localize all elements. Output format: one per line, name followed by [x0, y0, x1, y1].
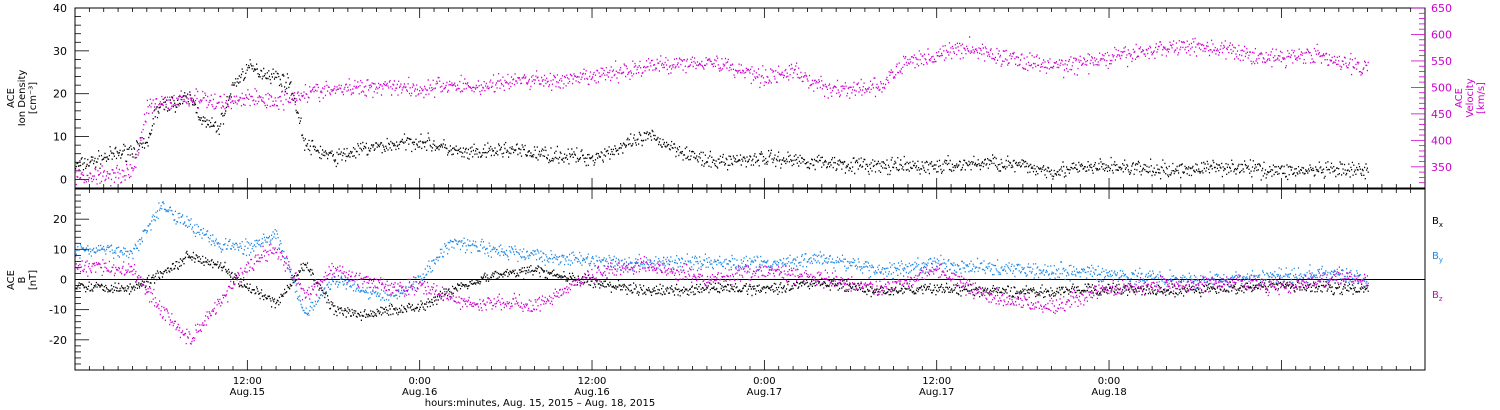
x-axis-title: hours:minutes, Aug. 15, 2015 – Aug. 18, … [425, 398, 656, 409]
density-tick-label: 10 [53, 131, 67, 144]
velocity-axis-label-line: Velocity [1465, 78, 1476, 117]
velocity-tick-label: 650 [1431, 2, 1452, 15]
density-tick-label: 0 [60, 173, 67, 186]
velocity-series [75, 36, 1369, 187]
legend-label-z: Bz [1432, 290, 1443, 303]
field-axis-label-line: ACE [6, 270, 17, 290]
velocity-tick-label: 600 [1431, 28, 1452, 41]
top-right-ticks: 350 400 450 500 550 600 650 [1411, 2, 1452, 184]
density-tick-label: 20 [53, 88, 67, 101]
legend-label-x: Bx [1432, 216, 1443, 229]
density-tick-label: 40 [53, 2, 67, 15]
density-axis-label-line: Ion Density [17, 70, 28, 127]
x-tick-date-label: Aug.17 [747, 387, 782, 398]
x-tick-date-label: Aug.16 [574, 387, 609, 398]
velocity-axis-label-line: [km/s] [1476, 82, 1487, 114]
x-tick-time-label: 12:00 [233, 376, 262, 387]
x-tick-date-label: Aug.17 [919, 387, 954, 398]
velocity-tick-label: 400 [1431, 134, 1452, 147]
x-tick-time-label: 12:00 [922, 376, 951, 387]
density-series [75, 59, 1369, 181]
velocity-axis-label-line: ACE [1454, 88, 1465, 108]
x-tick-date-label: Aug.18 [1091, 387, 1126, 398]
field-series-x [75, 250, 1369, 321]
x-tick-time-label: 0:00 [408, 376, 430, 387]
field-tick-label: 20 [53, 213, 67, 226]
x-axis: 12:00Aug.150:00Aug.1612:00Aug.160:00Aug.… [74, 8, 1426, 409]
density-tick-label: 30 [53, 45, 67, 58]
velocity-tick-label: 450 [1431, 108, 1452, 121]
legend-label-y: By [1432, 251, 1443, 264]
x-tick-time-label: 0:00 [1098, 376, 1120, 387]
field-axis-label-line: B [17, 276, 28, 283]
velocity-tick-label: 350 [1431, 161, 1452, 174]
field-axis-label: ACE B [nT] [6, 270, 39, 290]
density-axis-label-line: ACE [6, 88, 17, 108]
field-tick-label: 0 [60, 274, 67, 287]
field-tick-label: -10 [49, 304, 67, 317]
x-tick-time-label: 12:00 [578, 376, 607, 387]
field-axis-label-line: [nT] [28, 270, 39, 290]
velocity-tick-label: 550 [1431, 55, 1452, 68]
x-tick-time-label: 0:00 [753, 376, 775, 387]
y-axis-labels: ACE Ion Density [cm⁻³] ACE Velocity [km/s]ACE… [6, 70, 1487, 291]
bottom-panel: -20 -10 0 10 20 Bx By Bz [49, 188, 1443, 371]
density-axis-label-line: [cm⁻³] [28, 82, 39, 114]
top-panel: 0 10 20 30 40 350 400 450 500 550 600 650 [53, 2, 1452, 189]
density-axis-label: ACE Ion Density [cm⁻³] [6, 70, 39, 127]
field-series-z [75, 243, 1369, 345]
field-legend: Bx By Bz [1432, 216, 1443, 303]
field-tick-label: 10 [53, 243, 67, 256]
field-tick-label: -20 [49, 334, 67, 347]
x-tick-date-label: Aug.15 [230, 387, 265, 398]
x-tick-date-label: Aug.16 [402, 387, 437, 398]
velocity-tick-label: 500 [1431, 81, 1452, 94]
velocity-axis-label: ACE Velocity [km/s] [1454, 78, 1487, 117]
field-series-y [75, 201, 1369, 316]
top-left-ticks: 0 10 20 30 40 [53, 2, 89, 189]
